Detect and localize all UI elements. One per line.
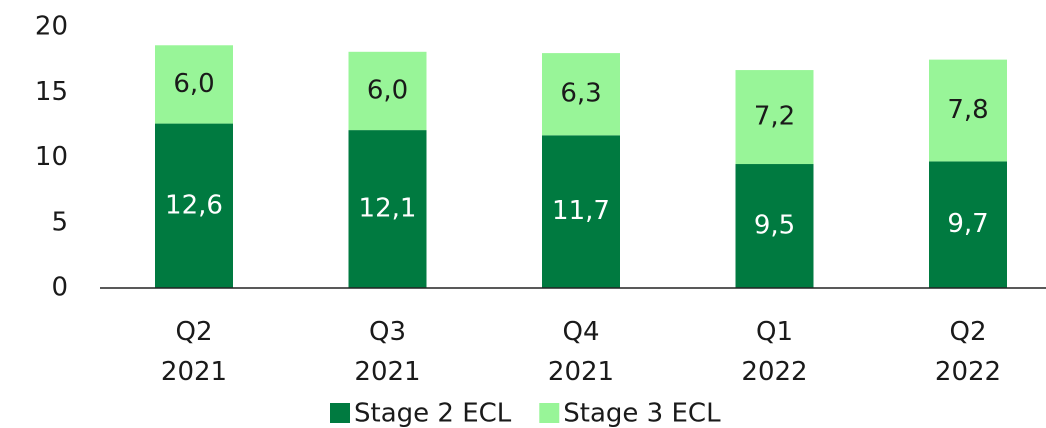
value-label: 11,7 [552,196,610,226]
value-label: 9,7 [947,209,988,239]
bar-segment [348,130,427,288]
value-label: 7,2 [754,102,795,132]
legend-label: Stage 3 ECL [563,399,721,428]
bar-segment [155,45,233,124]
bar-segment [929,161,1007,288]
bar-segment [542,53,620,136]
value-label: 6,3 [560,79,601,109]
y-tick-label: 0 [51,273,68,303]
x-tick-label: Q2 2022 [934,317,1002,387]
bar-segment [155,123,233,288]
value-label: 12,1 [359,194,417,224]
bar-segment [929,59,1007,162]
value-label: 6,0 [173,69,214,99]
value-label: 12,6 [165,190,223,220]
value-label: 6,0 [367,75,408,105]
legend-label: Stage 2 ECL [354,399,512,428]
x-tick-label: Q1 2022 [741,317,808,387]
value-label: 7,8 [947,95,988,125]
legend-swatch [539,403,560,423]
bar-segment [735,164,814,288]
x-tick-label: Q3 2021 [354,317,421,387]
bar-segment [348,51,427,131]
y-tick-label: 20 [35,12,68,42]
bar-segment [542,135,620,288]
bar-segment [735,70,814,165]
legend-swatch [330,403,350,423]
y-tick-label: 5 [51,207,68,237]
y-tick-label: 15 [35,77,68,107]
x-tick-label: Q4 2021 [547,317,615,387]
x-tick-label: Q2 2021 [160,317,228,387]
value-label: 9,5 [754,211,795,241]
y-tick-label: 10 [35,142,68,172]
